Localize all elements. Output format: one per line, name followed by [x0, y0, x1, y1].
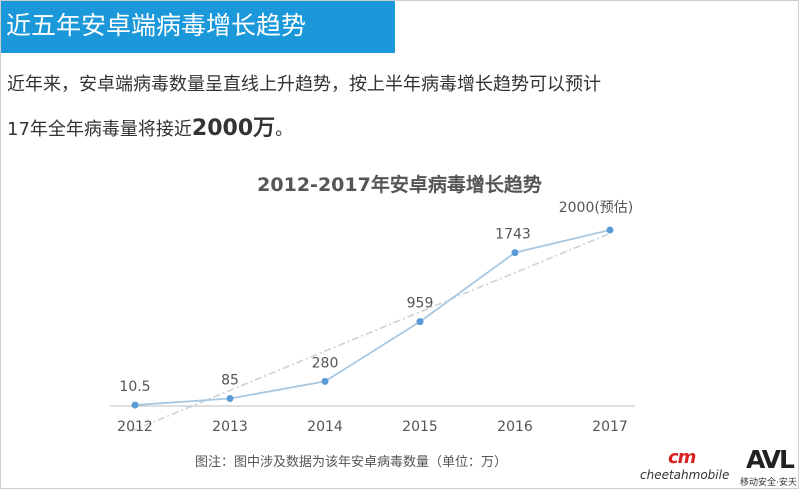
intro-line-1: 近年来，安卓端病毒数量呈直线上升趋势，按上半年病毒增长趋势可以预计	[7, 74, 601, 95]
data-point	[321, 377, 329, 385]
cheetah-logo-mark: cm	[668, 447, 696, 468]
data-point	[606, 226, 614, 234]
x-tick-label: 2012	[117, 419, 153, 435]
data-label: 280	[312, 355, 339, 371]
data-label: 85	[221, 373, 239, 389]
data-point	[511, 249, 519, 257]
chart-footnote: 图注：图中涉及数据为该年安卓病毒数量（单位：万）	[195, 455, 508, 470]
data-point	[131, 401, 139, 409]
x-tick-label: 2013	[212, 419, 248, 435]
intro-line-2-highlight: 2000万	[191, 116, 276, 141]
header-banner: 近五年安卓端病毒增长趋势	[0, 0, 395, 53]
x-tick-label: 2016	[497, 419, 533, 435]
avl-logo-text: 移动安全·安天	[740, 478, 797, 488]
data-point	[416, 318, 424, 326]
antiy-avl-logo: AVL 移动安全·安天	[740, 445, 798, 488]
data-label: 959	[407, 296, 434, 312]
series-line	[134, 229, 611, 406]
intro-line-2: 17年全年病毒量将接近2000万。	[7, 116, 293, 143]
data-label: 1743	[495, 227, 531, 243]
linear-trendline	[129, 232, 611, 433]
chart-title: 2012-2017年安卓病毒增长趋势	[257, 174, 542, 196]
intro-line-2-prefix: 17年全年病毒量将接近	[7, 119, 192, 140]
intro-line-2-suffix: 。	[275, 119, 294, 140]
page-title: 近五年安卓端病毒增长趋势	[6, 11, 307, 40]
data-label: 2000(预估)	[559, 200, 634, 216]
x-tick-label: 2014	[307, 419, 343, 435]
avl-logo-mark: AVL	[746, 445, 795, 474]
cheetah-mobile-logo: cm cheetahmobile	[640, 447, 740, 485]
data-label: 10.5	[119, 379, 150, 395]
x-tick-label: 2015	[402, 419, 438, 435]
x-tick-label: 2017	[592, 419, 628, 435]
data-point	[226, 395, 234, 403]
cheetah-logo-text: cheetahmobile	[640, 468, 730, 482]
